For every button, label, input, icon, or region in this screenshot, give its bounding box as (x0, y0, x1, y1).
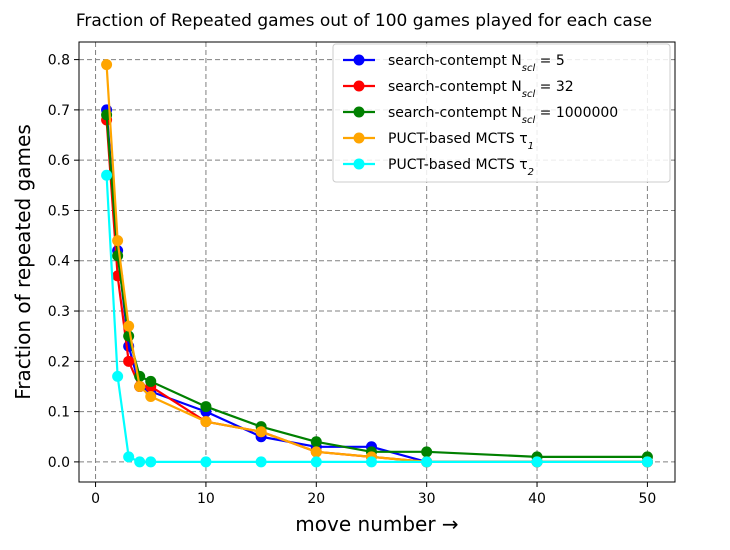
data-point (200, 416, 212, 428)
legend-label: PUCT-based MCTS τ1 (388, 131, 534, 152)
x-tick-label: 20 (307, 491, 325, 507)
data-point (641, 456, 653, 468)
y-tick-label: 0.4 (48, 254, 70, 270)
data-point (255, 426, 267, 438)
data-point (421, 446, 433, 458)
data-point (310, 456, 322, 468)
y-tick-label: 0.2 (48, 354, 70, 370)
data-point (421, 456, 433, 468)
x-axis-label: move number → (295, 512, 458, 536)
y-tick-label: 0.0 (48, 455, 70, 471)
legend-item: PUCT-based MCTS τ1 (343, 131, 534, 152)
data-point (200, 401, 212, 413)
y-tick-label: 0.1 (48, 405, 70, 421)
legend-label: search-contempt Nscl = 32 (388, 79, 574, 100)
y-tick-label: 0.3 (48, 304, 70, 320)
data-point (145, 456, 157, 468)
x-tick-label: 10 (197, 491, 215, 507)
legend-item: search-contempt Nscl = 1000000 (343, 105, 618, 126)
data-point (134, 456, 146, 468)
data-point (310, 436, 322, 448)
data-point (123, 355, 135, 367)
legend-marker (353, 132, 365, 144)
legend-box (332, 43, 671, 183)
data-point (255, 456, 267, 468)
series-layer (101, 59, 653, 468)
legend-item: search-contempt Nscl = 32 (343, 79, 574, 100)
data-point (112, 370, 124, 382)
legend-marker (353, 80, 365, 92)
y-axis-label: Fraction of repeated games (11, 124, 35, 400)
legend-label: PUCT-based MCTS τ2 (388, 157, 534, 178)
legend-marker (353, 158, 365, 170)
data-point (145, 391, 157, 403)
x-tick-label: 40 (528, 491, 546, 507)
data-point (123, 330, 135, 342)
data-point (123, 451, 135, 463)
legend: search-contempt Nscl = 5 search-contempt … (332, 43, 671, 183)
y-tick-label: 0.8 (48, 53, 70, 69)
data-point (531, 456, 543, 468)
legend-marker (353, 106, 365, 118)
legend-marker (353, 54, 365, 66)
data-point (112, 250, 124, 262)
series-line (105, 175, 648, 463)
data-point (310, 446, 322, 458)
data-point (123, 320, 135, 332)
legend-item: search-contempt Nscl = 5 (343, 53, 565, 74)
data-point (134, 370, 146, 382)
chart-title: Fraction of Repeated games out of 100 ga… (76, 11, 652, 31)
y-tick-label: 0.5 (48, 203, 70, 219)
series-5 (101, 169, 653, 468)
plot-frame (78, 41, 676, 483)
data-point (101, 59, 113, 71)
data-point (101, 169, 113, 181)
y-tick-label: 0.6 (48, 153, 70, 169)
x-tick-label: 50 (638, 491, 656, 507)
x-tick-label: 0 (91, 491, 100, 507)
data-point (365, 456, 377, 468)
legend-item: PUCT-based MCTS τ2 (343, 157, 534, 178)
x-tick-label: 30 (418, 491, 436, 507)
data-point (112, 235, 124, 247)
data-point (200, 456, 212, 468)
ticks: 0 10 20 30 40 50 0.0 0.1 0.2 0.3 0.4 0.5 0.6 0.7 0.8 (48, 53, 657, 507)
data-point (145, 375, 157, 387)
legend-label: search-contempt Nscl = 5 (388, 53, 565, 74)
data-point (134, 380, 146, 392)
legend-label: search-contempt Nscl = 1000000 (388, 105, 618, 126)
y-tick-label: 0.7 (48, 103, 70, 119)
